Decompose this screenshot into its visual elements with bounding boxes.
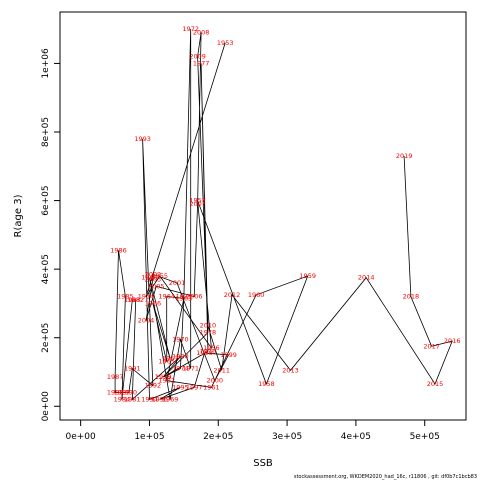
point-label-1997: 1997	[186, 383, 203, 391]
footer-credit: stockassessment.org, WKDEM2020_had_16c, …	[294, 474, 477, 480]
point-label-1955: 1955	[152, 272, 169, 280]
y-tick-label: 0e+00	[41, 391, 51, 422]
point-label-1975: 1975	[155, 373, 172, 381]
y-axis: 0e+00 2e+05 4e+05 6e+05 8e+05 1e+06	[41, 48, 60, 421]
point-label-1963: 1963	[176, 294, 193, 302]
point-label-1966: 1966	[145, 299, 162, 307]
y-tick-label: 2e+05	[41, 323, 51, 353]
x-axis: 0e+00 1e+05 2e+05 3e+05 4e+05 5e+05	[66, 420, 440, 442]
point-label-1974: 1974	[172, 365, 189, 373]
point-label-1987: 1987	[107, 373, 124, 381]
point-label-1983: 1983	[124, 296, 141, 304]
point-labels: 1953 1954 1955 1956 1957 1958 1959 1960 1961 1962…	[107, 25, 461, 403]
point-label-1979: 1979	[155, 373, 172, 381]
plot-frame	[59, 11, 467, 421]
point-label-2011: 2011	[213, 366, 230, 374]
point-label-2006: 2006	[186, 293, 203, 301]
point-label-2000: 2000	[207, 377, 224, 385]
point-label-1991: 1991	[124, 365, 141, 373]
point-label-1965: 1965	[158, 358, 175, 366]
point-label-1995: 1995	[172, 383, 189, 391]
point-label-2002: 2002	[145, 270, 162, 278]
point-label-2007: 2007	[189, 200, 206, 208]
point-label-1994: 1994	[141, 395, 158, 403]
point-label-1959: 1959	[299, 272, 316, 280]
point-label-1981: 1981	[124, 395, 141, 403]
x-tick-label: 0e+00	[66, 432, 97, 442]
point-label-1989: 1989	[114, 389, 131, 397]
point-label-2013: 2013	[282, 366, 299, 374]
point-label-1986: 1986	[110, 246, 127, 254]
point-label-1977: 1977	[193, 59, 210, 67]
point-label-1957: 1957	[189, 197, 206, 205]
x-axis-label: SSB	[253, 458, 273, 469]
point-label-2014: 2014	[358, 274, 375, 282]
point-label-2009: 2009	[189, 53, 206, 61]
point-label-2017: 2017	[423, 342, 440, 350]
point-label-1973: 1973	[176, 293, 193, 301]
point-label-1970: 1970	[172, 335, 189, 343]
point-label-1961: 1961	[203, 383, 220, 391]
y-axis-label: R(age 3)	[13, 194, 24, 237]
point-label-1958: 1958	[258, 380, 275, 388]
point-label-2015: 2015	[427, 380, 444, 388]
point-label-1969: 1969	[162, 395, 179, 403]
point-label-2016: 2016	[444, 337, 461, 345]
point-label-1998: 1998	[196, 349, 213, 357]
series-line	[114, 29, 453, 401]
point-label-1964: 1964	[158, 293, 175, 301]
x-tick-label: 3e+05	[272, 432, 302, 442]
point-label-2003: 2003	[145, 275, 162, 283]
point-label-1967: 1967	[162, 354, 179, 362]
point-label-2010: 2010	[200, 322, 217, 330]
x-tick-label: 4e+05	[341, 432, 371, 442]
point-label-2004: 2004	[138, 317, 155, 325]
point-label-2001: 2001	[169, 279, 186, 287]
point-label-1956: 1956	[203, 344, 220, 352]
point-label-1971: 1971	[182, 365, 199, 373]
point-label-2012: 2012	[224, 291, 241, 299]
point-label-1962: 1962	[158, 377, 175, 385]
plot-area: 1953 1954 1955 1956 1957 1958 1959 1960 1961 1962…	[59, 11, 467, 421]
x-tick-label: 1e+05	[134, 432, 164, 442]
point-label-1999: 1999	[220, 351, 237, 359]
point-label-1972: 1972	[182, 25, 199, 33]
point-label-2018: 2018	[403, 293, 420, 301]
series-path	[114, 29, 453, 401]
point-label-1985: 1985	[117, 293, 134, 301]
x-tick-label: 2e+05	[203, 432, 233, 442]
point-label-1993: 1993	[134, 135, 151, 143]
point-label-2019: 2019	[396, 152, 413, 160]
x-tick-label: 5e+05	[410, 432, 440, 442]
point-label-1960: 1960	[248, 291, 265, 299]
point-label-1968: 1968	[141, 274, 158, 282]
point-label-1976: 1976	[200, 347, 217, 355]
point-label-2008: 2008	[193, 29, 210, 37]
point-label-1990: 1990	[121, 389, 138, 397]
point-label-2005: 2005	[148, 282, 165, 290]
point-label-1984: 1984	[114, 395, 131, 403]
point-label-1980: 1980	[172, 353, 189, 361]
point-label-1978: 1978	[200, 329, 217, 337]
y-tick-label: 6e+05	[41, 185, 51, 215]
y-tick-label: 8e+05	[41, 117, 51, 147]
y-tick-label: 1e+06	[41, 48, 51, 79]
point-label-1982: 1982	[127, 296, 144, 304]
y-tick-label: 4e+05	[41, 254, 51, 284]
point-label-1954: 1954	[138, 293, 155, 301]
point-label-1988: 1988	[107, 389, 124, 397]
point-label-1953: 1953	[217, 39, 234, 47]
point-label-1992: 1992	[145, 382, 162, 390]
point-label-1996: 1996	[152, 395, 169, 403]
